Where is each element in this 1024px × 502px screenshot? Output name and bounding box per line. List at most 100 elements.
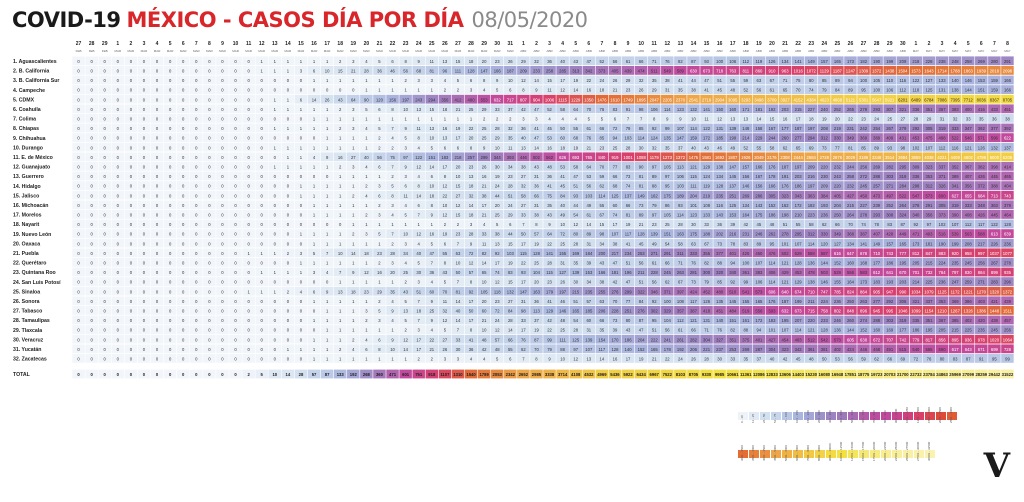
heatmap-cell xyxy=(98,325,111,334)
cell-value: 100 xyxy=(664,299,672,304)
cell-value: 258 xyxy=(546,69,554,74)
cell-value: 0 xyxy=(130,299,133,304)
cell-value: 246 xyxy=(834,318,842,323)
cell-value: 193 xyxy=(821,203,829,208)
heatmap-cell xyxy=(399,75,412,85)
heatmap-cell xyxy=(883,248,896,258)
cell-value: 31 xyxy=(521,299,526,304)
cell-value: 336 xyxy=(912,107,920,112)
cell-value: 337 xyxy=(939,165,947,170)
cell-value: 0 xyxy=(247,136,250,141)
heatmap-cell xyxy=(713,85,726,94)
heatmap-cell xyxy=(961,296,975,306)
cell-value: 70 xyxy=(586,107,591,112)
heatmap-cell xyxy=(255,238,268,248)
cell-value: 1 xyxy=(274,126,277,131)
heatmap-cell xyxy=(72,238,85,248)
heatmap-cell xyxy=(896,219,910,229)
cell-value: 12 xyxy=(573,357,578,362)
cell-value: 0 xyxy=(234,309,237,314)
cell-value: 108 xyxy=(703,203,711,208)
heatmap-cell xyxy=(765,325,779,334)
heatmap-cell xyxy=(896,267,910,277)
cell-value: 0 xyxy=(130,184,133,189)
date-header-month: MAR xyxy=(494,49,502,53)
heatmap-cell xyxy=(582,85,596,94)
heatmap-cell xyxy=(621,133,635,142)
heatmap-cell xyxy=(935,56,949,66)
cell-value: 141 xyxy=(546,251,554,256)
cell-value: 13 xyxy=(743,117,748,122)
cell-value: 47 xyxy=(639,328,644,333)
heatmap-cell xyxy=(111,315,125,325)
cell-value: 0 xyxy=(156,222,159,227)
heatmap-cell xyxy=(988,286,1001,296)
heatmap-cell xyxy=(595,229,609,238)
heatmap-cell xyxy=(464,258,478,267)
cell-value: 145 xyxy=(729,299,737,304)
cell-value: 0 xyxy=(156,78,159,83)
cell-value: 0 xyxy=(117,193,120,198)
cell-value: 10 xyxy=(456,261,461,266)
total-value: 268 xyxy=(363,372,371,377)
heatmap-cell xyxy=(1001,258,1014,267)
cell-value: 0 xyxy=(77,126,80,131)
heatmap-cell xyxy=(857,104,870,114)
heatmap-cell xyxy=(360,258,373,267)
heatmap-cell xyxy=(975,142,988,152)
heatmap-cell xyxy=(98,238,111,248)
cell-value: 269 xyxy=(978,59,986,64)
heatmap-cell xyxy=(360,296,373,306)
cell-value: 127 xyxy=(834,241,842,246)
cell-value: 97 xyxy=(665,174,670,179)
heatmap-cell xyxy=(412,75,425,85)
cell-value: 127 xyxy=(559,270,567,275)
cell-value: 35 xyxy=(665,145,670,150)
cell-value: 49 xyxy=(586,203,591,208)
heatmap-cell xyxy=(791,123,805,133)
heatmap-cell xyxy=(242,181,255,190)
cell-value: 165 xyxy=(834,59,842,64)
heatmap-cell xyxy=(674,296,687,306)
cell-value: 117 xyxy=(625,232,632,237)
heatmap-cell xyxy=(883,114,896,123)
heatmap-cell xyxy=(163,258,177,267)
heatmap-cell xyxy=(556,181,569,190)
heatmap-cell xyxy=(543,229,556,238)
heatmap-cell xyxy=(360,123,373,133)
heatmap-cell xyxy=(190,229,203,238)
cell-value: 81 xyxy=(639,184,644,189)
heatmap-cell xyxy=(647,267,661,277)
cell-value: 20 xyxy=(390,270,395,275)
cell-value: 9 xyxy=(535,88,538,93)
heatmap-cell xyxy=(111,267,125,277)
heatmap-cell xyxy=(700,325,713,334)
cell-value: 151 xyxy=(729,318,737,323)
cell-value: 4 xyxy=(365,126,368,131)
heatmap-cell xyxy=(163,94,177,104)
heatmap-cell xyxy=(85,123,98,133)
cell-value: 114 xyxy=(677,213,684,218)
cell-value: 36 xyxy=(547,59,552,64)
cell-value: 439 xyxy=(625,69,633,74)
cell-value: 0 xyxy=(221,289,224,294)
heatmap-cell xyxy=(752,296,766,306)
cell-value: 85 xyxy=(861,145,866,150)
cell-value: 313 xyxy=(572,69,580,74)
heatmap-cell xyxy=(517,325,530,334)
heatmap-cell xyxy=(752,114,766,123)
legend-swatch: 10001 - 12500 xyxy=(837,442,847,461)
heatmap-cell xyxy=(543,152,556,162)
cell-value: 1 xyxy=(352,261,355,266)
total-value: 5436 xyxy=(610,372,620,377)
cell-value: 0 xyxy=(182,184,185,189)
cell-value: 32 xyxy=(508,126,513,131)
heatmap-cell xyxy=(530,200,543,210)
cell-value: 387 xyxy=(860,232,868,237)
heatmap-cell xyxy=(621,123,635,133)
cell-value: 0 xyxy=(274,117,277,122)
heatmap-cell xyxy=(150,229,164,238)
heatmap-cell xyxy=(477,286,491,296)
heatmap-cell xyxy=(124,114,138,123)
heatmap-cell xyxy=(281,123,295,133)
